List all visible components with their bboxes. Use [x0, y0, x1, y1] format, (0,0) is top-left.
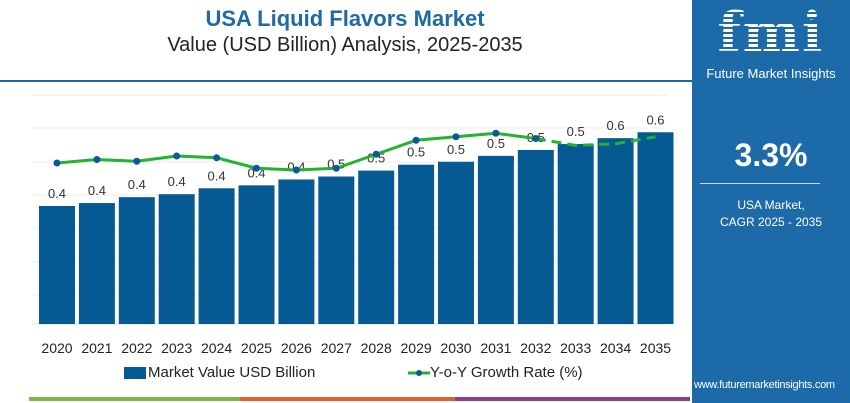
- x-tick-2020: 2020: [41, 340, 72, 356]
- growth-point-2021: [93, 156, 101, 163]
- cagr-value: 3.3%: [734, 137, 808, 173]
- bar-2024: [198, 188, 235, 324]
- growth-point-2027: [332, 164, 340, 172]
- bar-2022: [118, 197, 155, 324]
- growth-point-2028: [372, 150, 380, 158]
- x-tick-2035: 2035: [640, 340, 671, 356]
- x-tick-2029: 2029: [401, 340, 432, 356]
- website-link[interactable]: www.futuremarketinsights.com: [694, 379, 835, 391]
- growth-point-2031: [492, 129, 500, 137]
- growth-point-2020: [53, 159, 61, 167]
- chart-area: 0.420200.420210.420220.420230.420240.420…: [32, 94, 674, 356]
- bottom-bar-green: [29, 397, 240, 401]
- brand-name: Future Market Insights: [706, 66, 836, 81]
- bar-2021: [78, 203, 115, 324]
- cagr-label-line1: USA Market,: [737, 198, 805, 212]
- bar-2032: [517, 149, 554, 324]
- x-tick-2026: 2026: [281, 340, 312, 356]
- x-tick-2028: 2028: [361, 340, 392, 356]
- bar-label-2034: 0.6: [607, 118, 625, 133]
- bar-2025: [238, 185, 275, 324]
- chart-title: USA Liquid Flavors Market: [205, 6, 485, 31]
- bar-2033: [557, 144, 594, 324]
- legend-item-market-value: Market Value USD Billion: [124, 364, 315, 381]
- x-tick-2033: 2033: [560, 340, 591, 356]
- bar-2031: [477, 155, 514, 324]
- chart-subtitle: Value (USD Billion) Analysis, 2025-2035: [167, 34, 523, 56]
- growth-point-2029: [412, 136, 420, 144]
- growth-point-2022: [133, 157, 141, 165]
- bar-2026: [278, 179, 315, 324]
- legend-item-growth: Y-o-Y Growth Rate (%): [408, 364, 583, 381]
- bar-label-2022: 0.4: [128, 177, 146, 192]
- bar-2020: [39, 206, 75, 324]
- bar-label-2030: 0.5: [447, 142, 465, 157]
- bar-label-2033: 0.5: [567, 124, 585, 139]
- x-tick-2024: 2024: [201, 340, 232, 356]
- growth-point-2024: [213, 154, 221, 162]
- bar-label-2023: 0.4: [168, 174, 186, 189]
- bar-label-2021: 0.4: [88, 183, 106, 198]
- fmi-logo: fmi: [692, 4, 850, 60]
- bar-label-2035: 0.6: [646, 112, 664, 127]
- header-divider: [0, 80, 692, 82]
- bar-2035: [637, 132, 674, 324]
- legend-bar-swatch: [124, 366, 146, 379]
- bar-2028: [358, 170, 395, 324]
- x-tick-2025: 2025: [241, 340, 272, 356]
- cagr-label: USA Market, CAGR 2025 - 2035: [692, 197, 850, 231]
- growth-point-2032: [532, 135, 540, 142]
- x-tick-2034: 2034: [600, 340, 631, 356]
- growth-point-2025: [253, 164, 260, 172]
- side-panel: fmi Future Market Insights 3.3% USA Mark…: [692, 0, 850, 403]
- bottom-bar-orange: [240, 397, 455, 401]
- bar-2027: [318, 176, 355, 324]
- growth-line-forecast: [535, 135, 656, 148]
- panel-divider: [700, 183, 820, 184]
- cagr-label-line2: CAGR 2025 - 2035: [719, 215, 823, 229]
- bar-2034: [597, 138, 634, 324]
- x-tick-2021: 2021: [81, 340, 112, 356]
- growth-point-2030: [452, 133, 460, 141]
- legend-line-swatch: [408, 369, 430, 376]
- legend-label: Y-o-Y Growth Rate (%): [430, 364, 583, 381]
- x-tick-2030: 2030: [440, 340, 471, 356]
- bar-label-2031: 0.5: [487, 136, 505, 151]
- bar-label-2024: 0.4: [208, 168, 226, 183]
- bar-label-2020: 0.4: [48, 186, 66, 201]
- x-tick-2022: 2022: [121, 340, 152, 356]
- growth-point-2026: [292, 166, 300, 174]
- bar-label-2029: 0.5: [407, 145, 425, 160]
- x-tick-2031: 2031: [480, 340, 511, 356]
- x-tick-2023: 2023: [161, 340, 192, 356]
- x-tick-2032: 2032: [520, 340, 551, 356]
- bar-2029: [398, 164, 435, 324]
- bar-2023: [158, 194, 195, 324]
- growth-point-2023: [173, 152, 181, 160]
- legend-label: Market Value USD Billion: [148, 364, 316, 381]
- bottom-bar-purple: [455, 397, 690, 401]
- x-tick-2027: 2027: [321, 340, 352, 356]
- bar-2030: [438, 161, 474, 324]
